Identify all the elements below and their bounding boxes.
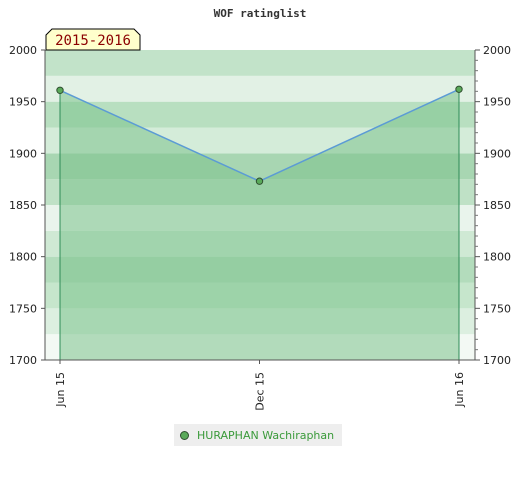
y-tick-label-left: 1750 bbox=[9, 302, 37, 315]
y-tick-label-right: 1750 bbox=[483, 302, 511, 315]
y-tick-label-left: 1850 bbox=[9, 199, 37, 212]
data-point bbox=[455, 85, 463, 93]
y-tick-label-right: 1900 bbox=[483, 147, 511, 160]
period-label: 2015-2016 bbox=[55, 33, 131, 49]
series-area bbox=[60, 89, 459, 361]
y-tick-label-right: 1700 bbox=[483, 354, 511, 367]
legend-marker-icon bbox=[180, 430, 189, 440]
data-point bbox=[255, 177, 264, 185]
period-label-box: 2015-2016 bbox=[45, 28, 141, 51]
x-tick-label: Jun 15 bbox=[54, 372, 67, 408]
legend-series-name: HURAPHAN Wachiraphan bbox=[197, 428, 335, 442]
x-axis: Jun 15 Dec 15 Jun 16 bbox=[54, 360, 466, 411]
y-tick-label-left: 2000 bbox=[9, 44, 37, 57]
x-tick-label: Jun 16 bbox=[453, 372, 466, 408]
y-tick-label-right: 1950 bbox=[483, 96, 511, 109]
background-band bbox=[45, 50, 475, 76]
legend: HURAPHAN Wachiraphan bbox=[174, 424, 343, 446]
y-axis-right: 1700 1750 1800 1850 1900 1950 2000 bbox=[475, 44, 511, 367]
y-tick-label-left: 1800 bbox=[9, 251, 37, 264]
area-layer bbox=[56, 85, 463, 361]
y-tick-label-right: 2000 bbox=[483, 44, 511, 57]
y-tick-label-left: 1950 bbox=[9, 96, 37, 109]
y-tick-label-left: 1700 bbox=[9, 354, 37, 367]
data-point bbox=[56, 86, 64, 95]
y-tick-label-right: 1850 bbox=[483, 199, 511, 212]
y-tick-label-right: 1800 bbox=[483, 251, 511, 264]
x-tick-label: Dec 15 bbox=[254, 372, 267, 411]
y-axis-left: 1700 1750 1800 1850 1900 1950 2000 bbox=[9, 44, 45, 367]
background-band bbox=[45, 75, 475, 102]
y-tick-label-left: 1900 bbox=[9, 147, 37, 160]
chart-title: WOF ratinglist bbox=[214, 7, 307, 20]
